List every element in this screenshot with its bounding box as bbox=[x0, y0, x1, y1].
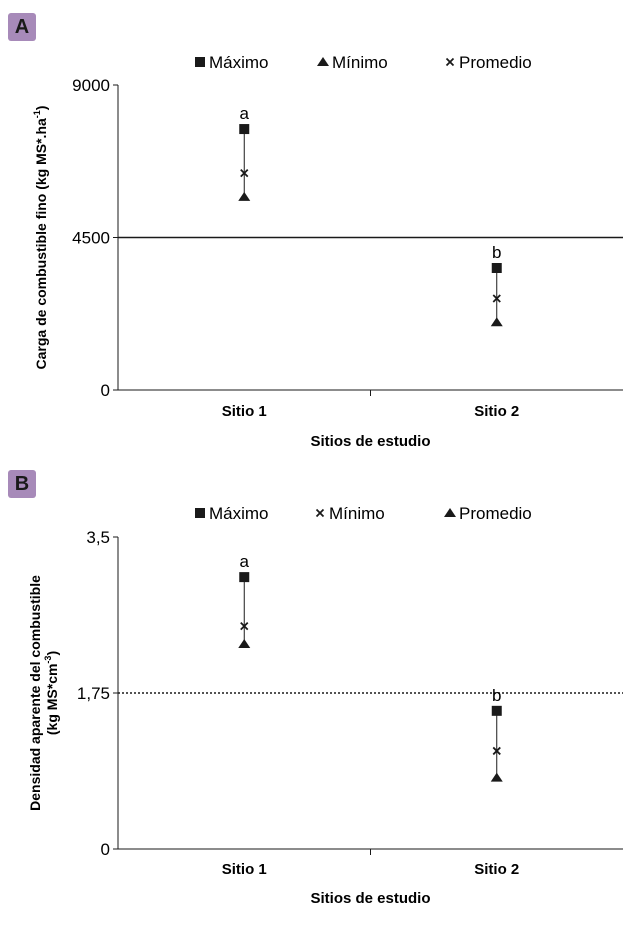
point-mínimo bbox=[490, 317, 503, 327]
legend-label: Mínimo bbox=[332, 53, 388, 72]
point-máximo bbox=[491, 705, 502, 716]
y-tick-label: 1,75 bbox=[77, 684, 110, 703]
legend-label: Mínimo bbox=[329, 504, 385, 523]
legend: Máximo Mínimo Promedio bbox=[195, 53, 532, 72]
chart-a: 0 4500 9000 Sitio 1 Sitio 2 Sitios de estudio… bbox=[32, 53, 623, 450]
panel-b-badge: B bbox=[8, 470, 36, 498]
legend: Máximo Mínimo Promedio bbox=[195, 504, 532, 523]
x-tick-label: Sitio 1 bbox=[222, 403, 267, 420]
point-promedio bbox=[492, 294, 501, 303]
y-tick-label: 9000 bbox=[72, 76, 110, 95]
point-promedio bbox=[490, 772, 503, 782]
x-tick-label: Sitio 2 bbox=[474, 403, 519, 420]
legend-label: Máximo bbox=[209, 53, 269, 72]
y-tick-label: 4500 bbox=[72, 229, 110, 248]
x-tick-label: Sitio 2 bbox=[474, 861, 519, 878]
legend-marker-mínimo bbox=[315, 508, 325, 518]
y-tick-label: 3,5 bbox=[86, 528, 110, 547]
legend-label: Máximo bbox=[209, 504, 269, 523]
panel-a-badge: A bbox=[8, 13, 36, 41]
legend-marker-promedio bbox=[444, 508, 456, 517]
significance-label: b bbox=[492, 243, 501, 262]
point-promedio bbox=[238, 638, 251, 648]
y-axis-title: Densidad aparente del combustible(kg MS*… bbox=[27, 575, 60, 811]
y-axis-title: Carga de combustible fino (kg MS*.ha-1) bbox=[32, 106, 49, 370]
legend-marker-promedio bbox=[445, 57, 455, 67]
point-máximo bbox=[239, 124, 250, 135]
point-mínimo bbox=[492, 746, 501, 756]
y-tick-label: 0 bbox=[101, 840, 110, 859]
legend-label: Promedio bbox=[459, 53, 532, 72]
point-máximo bbox=[239, 572, 250, 583]
point-mínimo bbox=[240, 622, 249, 631]
x-axis-title: Sitios de estudio bbox=[310, 433, 430, 450]
legend-marker-máximo bbox=[195, 508, 205, 518]
legend-marker-mínimo bbox=[317, 57, 329, 66]
point-máximo bbox=[491, 263, 502, 273]
significance-label: b bbox=[492, 686, 501, 705]
point-promedio bbox=[240, 168, 249, 178]
legend-label: Promedio bbox=[459, 504, 532, 523]
point-mínimo bbox=[238, 191, 251, 201]
x-axis-title: Sitios de estudio bbox=[310, 890, 430, 907]
significance-label: a bbox=[240, 104, 250, 123]
x-tick-label: Sitio 1 bbox=[222, 861, 267, 878]
significance-label: a bbox=[240, 552, 250, 571]
legend-marker-máximo bbox=[195, 57, 205, 67]
chart-b: 0 1,75 3,5 Sitio 1 Sitio 2 Sitios de estudio D… bbox=[27, 504, 623, 907]
y-tick-label: 0 bbox=[101, 381, 110, 400]
